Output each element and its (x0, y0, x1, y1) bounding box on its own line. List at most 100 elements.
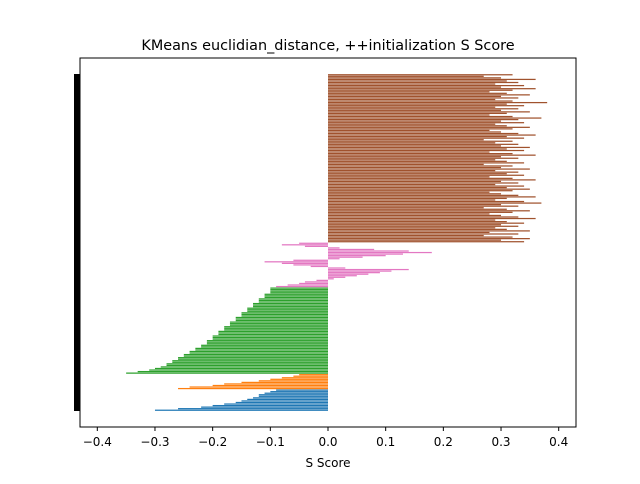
bar-cluster-4-26 (328, 200, 525, 203)
bar-cluster-4-82 (328, 114, 490, 116)
bar-cluster-4-8 (328, 228, 507, 230)
bar-cluster-2-54 (270, 289, 328, 291)
bar-cluster-4-3 (328, 236, 513, 238)
bar-cluster-2-16 (195, 347, 328, 350)
bar-cluster-4-60 (328, 148, 507, 150)
bar-cluster-4-80 (328, 117, 542, 119)
bar-cluster-4-30 (328, 194, 519, 196)
x-axis-label: S Score (305, 456, 350, 470)
bar-cluster-4-68 (328, 135, 507, 138)
bar-cluster-2-15 (195, 349, 328, 351)
bar-cluster-4-86 (328, 108, 519, 110)
bar-cluster-4-76 (328, 123, 496, 125)
bar-cluster-4-11 (328, 224, 502, 226)
cluster-separator-bar (74, 74, 80, 411)
bar-cluster-2-44 (253, 304, 328, 306)
bar-cluster-1-8 (293, 375, 328, 377)
bar-cluster-4-89 (328, 103, 507, 105)
x-tick-label: −0.2 (198, 435, 227, 449)
chart-title: KMeans euclidian_distance, ++initializat… (141, 38, 514, 54)
bar-cluster-4-16 (328, 216, 519, 218)
bar-cluster-4-42 (328, 176, 490, 178)
bar-cluster-4-51 (328, 162, 525, 164)
bars-group (126, 74, 548, 411)
bar-cluster-4-102 (328, 83, 496, 85)
x-tick-label: 0.3 (491, 435, 510, 449)
bar-cluster-2-29 (224, 327, 328, 329)
bar-cluster-4-37 (328, 183, 496, 186)
bar-cluster-4-58 (328, 151, 490, 153)
bar-cluster-2-0 (126, 372, 329, 374)
bar-cluster-3-27 (281, 244, 328, 246)
bar-cluster-4-54 (328, 157, 519, 159)
x-tick-label: 0.4 (549, 435, 568, 449)
bar-cluster-4-15 (328, 217, 536, 220)
bar-cluster-0-3 (212, 404, 328, 407)
bar-cluster-3-26 (304, 245, 328, 247)
bar-cluster-0-6 (241, 400, 328, 402)
bar-cluster-2-21 (206, 340, 328, 342)
bar-cluster-4-49 (328, 165, 513, 167)
bar-cluster-4-25 (328, 202, 542, 204)
bar-cluster-2-51 (264, 293, 328, 295)
bar-cluster-4-38 (328, 182, 519, 184)
bar-cluster-4-44 (328, 173, 507, 175)
bar-cluster-0-10 (258, 394, 328, 396)
bar-cluster-3-1 (287, 284, 328, 286)
bar-cluster-4-87 (328, 106, 496, 108)
bar-cluster-4-63 (328, 143, 519, 145)
bar-cluster-4-101 (328, 84, 525, 87)
bar-cluster-0-11 (264, 392, 328, 394)
bar-cluster-4-50 (328, 163, 484, 166)
bar-cluster-4-73 (328, 128, 513, 130)
bar-cluster-2-22 (212, 338, 328, 340)
bar-cluster-4-24 (328, 204, 502, 206)
bar-cluster-4-39 (328, 180, 502, 183)
bar-cluster-4-33 (328, 190, 513, 192)
bar-cluster-4-31 (328, 193, 502, 195)
bar-cluster-2-28 (224, 329, 328, 331)
bar-cluster-4-88 (328, 105, 525, 107)
bar-cluster-3-0 (276, 285, 328, 288)
bar-cluster-4-14 (328, 219, 496, 221)
bar-cluster-4-5 (328, 233, 519, 235)
bar-cluster-0-0 (154, 409, 328, 411)
bar-cluster-4-2 (328, 238, 530, 240)
bar-cluster-4-71 (328, 131, 502, 133)
bar-cluster-4-69 (328, 134, 536, 136)
bar-cluster-4-104 (328, 80, 507, 82)
bar-cluster-1-4 (241, 381, 328, 384)
bar-cluster-4-27 (328, 199, 496, 201)
bar-cluster-2-41 (247, 309, 328, 311)
bar-cluster-4-48 (328, 166, 502, 169)
bar-cluster-3-9 (328, 272, 380, 274)
bar-cluster-2-40 (247, 310, 328, 312)
bar-cluster-4-78 (328, 120, 502, 122)
bar-cluster-4-98 (328, 89, 513, 91)
bar-cluster-4-47 (328, 168, 530, 170)
bar-cluster-2-48 (258, 298, 328, 300)
bar-cluster-4-92 (328, 98, 496, 101)
x-tick-label: −0.1 (256, 435, 285, 449)
bar-cluster-2-52 (270, 292, 328, 294)
bar-cluster-2-10 (178, 357, 328, 359)
bar-cluster-2-13 (189, 352, 328, 354)
bar-cluster-2-39 (241, 312, 328, 314)
bar-cluster-3-11 (328, 268, 409, 271)
bar-cluster-4-21 (328, 208, 507, 210)
bar-cluster-4-79 (328, 118, 519, 121)
bar-cluster-4-99 (328, 88, 536, 90)
bar-cluster-4-77 (328, 122, 525, 124)
bar-cluster-3-8 (328, 273, 369, 275)
bar-cluster-3-16 (264, 261, 328, 263)
bar-cluster-2-19 (206, 343, 328, 345)
bar-cluster-0-4 (224, 403, 328, 405)
bar-cluster-4-4 (328, 234, 484, 237)
bar-cluster-0-7 (247, 398, 328, 401)
bar-cluster-2-26 (218, 332, 328, 334)
bar-cluster-4-40 (328, 179, 536, 181)
bar-cluster-4-107 (328, 75, 484, 77)
bar-cluster-4-84 (328, 111, 530, 113)
bar-cluster-0-13 (276, 389, 328, 391)
bar-cluster-4-106 (328, 77, 502, 79)
